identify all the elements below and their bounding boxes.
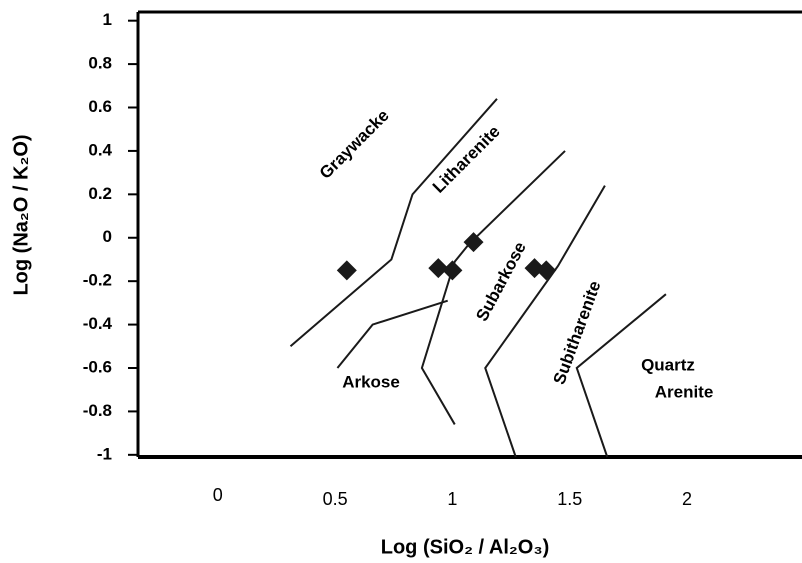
data-point bbox=[336, 260, 357, 281]
y-tick-label: 1 bbox=[103, 10, 112, 29]
y-tick-label: -1 bbox=[97, 444, 112, 463]
boundary-line bbox=[420, 150, 566, 425]
x-tick-label: 0.5 bbox=[323, 489, 348, 509]
x-tick-label: 2 bbox=[682, 489, 692, 509]
boundary-line bbox=[484, 185, 606, 458]
y-tick-label: 0.4 bbox=[88, 140, 112, 159]
boundary-line bbox=[289, 98, 498, 348]
data-point bbox=[536, 260, 557, 281]
boundary-line bbox=[575, 293, 667, 458]
x-axis-label: Log (SiO₂ / Al₂O₃) bbox=[381, 536, 550, 558]
x-tick-label: 1 bbox=[447, 489, 457, 509]
y-tick-label: 0 bbox=[103, 227, 112, 246]
y-tick-label: 0.8 bbox=[88, 54, 112, 73]
x-tick-label: 0 bbox=[213, 485, 223, 505]
region-label: Arenite bbox=[655, 382, 714, 401]
y-tick-label: 0.6 bbox=[88, 97, 112, 116]
y-tick-label: -0.8 bbox=[83, 401, 112, 420]
region-label: Graywacke bbox=[316, 106, 393, 183]
region-label: Subarkose bbox=[472, 239, 530, 325]
y-axis-label: Log (Na₂O / K₂O) bbox=[10, 134, 32, 295]
region-label: Arkose bbox=[342, 372, 400, 391]
y-tick-label: -0.4 bbox=[83, 314, 113, 333]
y-tick-label: -0.2 bbox=[83, 271, 112, 290]
y-tick-label: -0.6 bbox=[83, 357, 112, 376]
boundary-line bbox=[336, 299, 449, 369]
data-point bbox=[463, 232, 484, 253]
region-label: Quartz bbox=[641, 355, 695, 374]
y-tick-label: 0.2 bbox=[88, 184, 112, 203]
data-point bbox=[428, 258, 449, 279]
data-point bbox=[442, 260, 463, 281]
x-tick-label: 1.5 bbox=[557, 489, 582, 509]
